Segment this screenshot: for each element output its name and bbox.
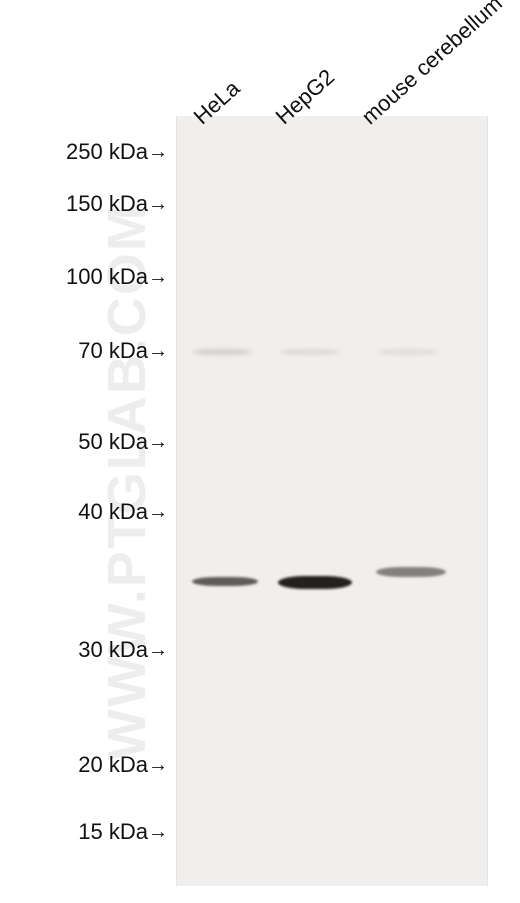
mw-label-text: 30 kDa bbox=[78, 637, 148, 662]
mw-label-text: 15 kDa bbox=[78, 819, 148, 844]
arrow-icon: → bbox=[148, 141, 168, 163]
arrow-icon: → bbox=[148, 821, 168, 843]
mw-label-text: 150 kDa bbox=[66, 191, 148, 216]
arrow-icon: → bbox=[148, 639, 168, 661]
mw-label-text: 250 kDa bbox=[66, 139, 148, 164]
arrow-icon: → bbox=[148, 193, 168, 215]
mw-label: 30 kDa→ bbox=[78, 637, 168, 663]
band bbox=[280, 349, 340, 355]
band bbox=[192, 349, 252, 355]
band bbox=[376, 567, 446, 577]
mw-label: 70 kDa→ bbox=[78, 338, 168, 364]
mw-label: 100 kDa→ bbox=[66, 264, 168, 290]
lane-label: mouse cerebellum bbox=[357, 0, 508, 130]
mw-label-text: 20 kDa bbox=[78, 752, 148, 777]
mw-label: 40 kDa→ bbox=[78, 499, 168, 525]
mw-label-text: 100 kDa bbox=[66, 264, 148, 289]
mw-label: 50 kDa→ bbox=[78, 429, 168, 455]
mw-label: 250 kDa→ bbox=[66, 139, 168, 165]
mw-label: 15 kDa→ bbox=[78, 819, 168, 845]
membrane bbox=[176, 116, 488, 886]
mw-label: 20 kDa→ bbox=[78, 752, 168, 778]
arrow-icon: → bbox=[148, 501, 168, 523]
blot-figure: HeLaHepG2mouse cerebellum 250 kDa→150 kD… bbox=[0, 0, 520, 903]
mw-label-text: 70 kDa bbox=[78, 338, 148, 363]
arrow-icon: → bbox=[148, 431, 168, 453]
mw-label: 150 kDa→ bbox=[66, 191, 168, 217]
mw-label-text: 40 kDa bbox=[78, 499, 148, 524]
band bbox=[192, 577, 258, 586]
band bbox=[278, 576, 352, 589]
band bbox=[378, 349, 438, 355]
arrow-icon: → bbox=[148, 266, 168, 288]
arrow-icon: → bbox=[148, 754, 168, 776]
arrow-icon: → bbox=[148, 340, 168, 362]
mw-label-text: 50 kDa bbox=[78, 429, 148, 454]
